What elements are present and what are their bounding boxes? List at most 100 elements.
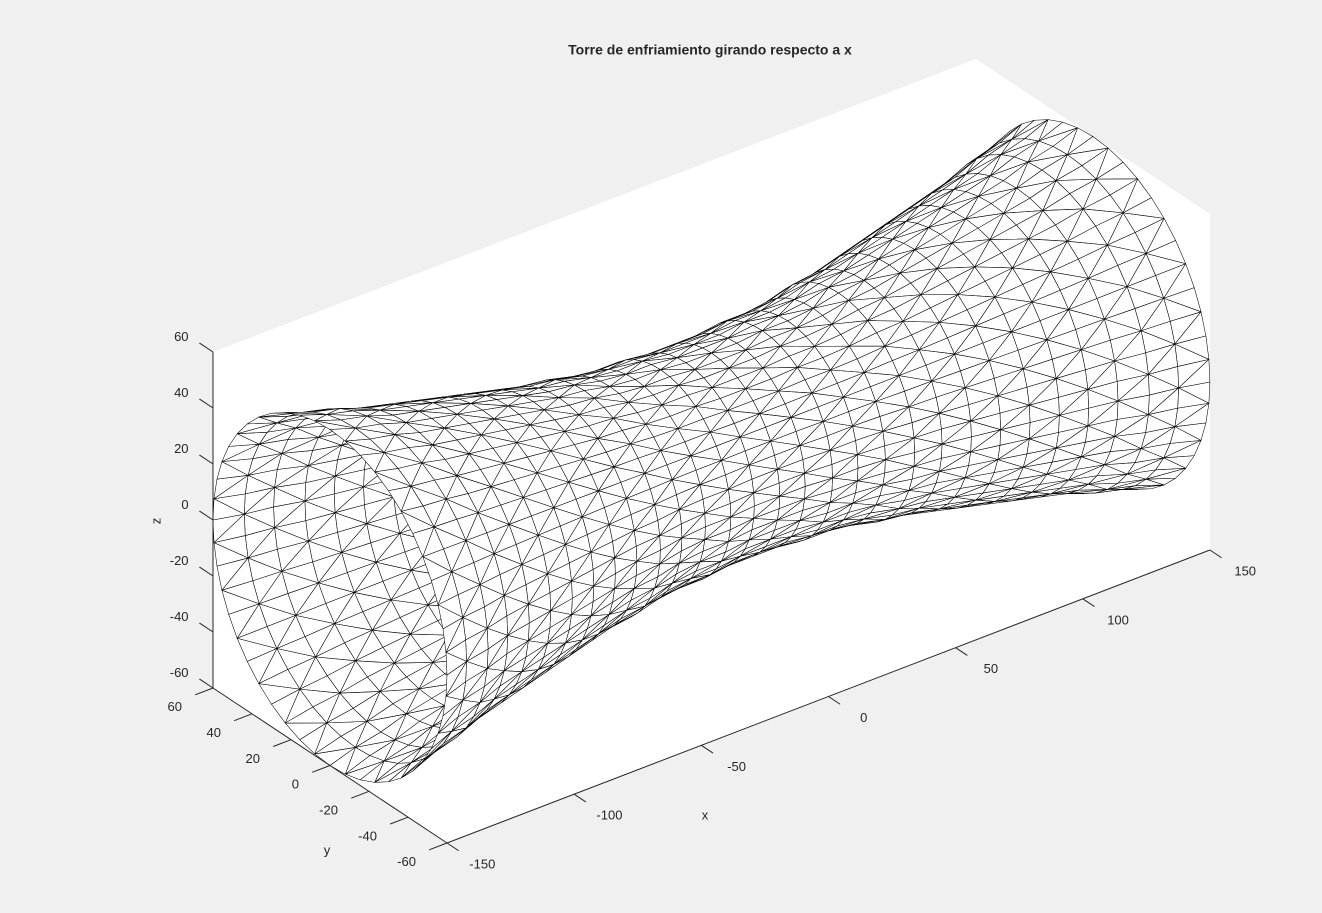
y-tick-label: 20	[245, 751, 259, 766]
mesh-face	[598, 610, 627, 635]
x-tick	[573, 793, 587, 803]
mesh-face	[863, 508, 900, 520]
mesh-face	[770, 520, 801, 540]
mesh-face	[848, 519, 886, 526]
mesh-face	[908, 471, 940, 491]
mesh-face	[918, 496, 955, 509]
mesh-face	[1050, 483, 1089, 495]
mesh-face	[590, 588, 615, 617]
x-tick	[955, 647, 968, 656]
mesh-face	[1174, 402, 1210, 427]
mesh-face	[493, 524, 517, 554]
mesh-face	[547, 614, 572, 644]
mesh-face	[988, 331, 1019, 361]
mesh-face	[613, 606, 645, 626]
mesh-face	[374, 762, 412, 783]
mesh-face	[799, 421, 828, 446]
mesh-face	[728, 464, 753, 490]
x-tick	[1082, 598, 1095, 608]
mesh-face	[537, 642, 566, 670]
mesh-face	[913, 443, 943, 467]
mesh-face	[1107, 478, 1147, 490]
y-tick-label: 60	[167, 699, 181, 714]
mesh-face	[445, 652, 467, 676]
mesh-face	[941, 420, 972, 445]
mesh-face	[466, 628, 489, 662]
mesh-face	[1046, 456, 1082, 475]
mesh-face	[671, 561, 701, 584]
mesh-face	[315, 642, 356, 661]
mesh-face	[422, 731, 452, 762]
mesh-face	[394, 648, 434, 664]
mesh-face	[759, 536, 792, 553]
x-tick-label: 0	[860, 710, 867, 725]
mesh-face	[779, 472, 806, 497]
mesh-face	[547, 544, 570, 575]
mesh-face	[1000, 404, 1031, 430]
mesh-face	[970, 429, 1001, 453]
mesh-face	[843, 504, 876, 521]
z-tick	[199, 454, 214, 465]
mesh-face	[852, 484, 884, 504]
mesh-face	[1046, 309, 1076, 341]
mesh-face	[939, 451, 971, 472]
z-tick-label: 20	[174, 441, 188, 456]
mesh-face	[778, 535, 813, 547]
mesh-face	[553, 639, 583, 665]
mesh-face	[954, 483, 990, 498]
x-tick-label: 150	[1234, 564, 1256, 579]
mesh-face	[355, 647, 395, 664]
mesh-face	[659, 509, 682, 536]
mesh-face	[582, 490, 605, 518]
mesh-face	[537, 507, 561, 536]
mesh-face	[677, 574, 711, 589]
mesh-face	[1022, 447, 1057, 468]
x-tick-label: -150	[469, 857, 495, 872]
mesh	[212, 119, 1211, 783]
mesh-face	[394, 721, 433, 741]
mesh-face	[1148, 343, 1178, 375]
z-tick	[199, 622, 214, 633]
mesh-face	[970, 395, 1001, 422]
y-axis-label: y	[324, 842, 331, 857]
x-tick	[828, 696, 841, 705]
mesh-face	[390, 587, 429, 606]
z-tick-label: 40	[174, 385, 188, 400]
mesh-face	[299, 675, 341, 694]
mesh-face	[822, 396, 849, 422]
mesh-face	[882, 466, 915, 486]
mesh-face	[884, 507, 920, 520]
mesh-face	[521, 643, 548, 672]
mesh-face	[1080, 436, 1115, 458]
mesh-face	[994, 491, 1033, 502]
mesh-face	[1087, 400, 1119, 427]
mesh-face	[550, 580, 573, 611]
mesh-face	[593, 557, 616, 587]
y-tick-label: -60	[397, 854, 416, 869]
y-tick-label: 0	[292, 777, 299, 792]
mesh-face	[939, 387, 969, 414]
mesh-face	[1114, 330, 1146, 362]
mesh-face	[608, 588, 635, 615]
mesh-face	[704, 489, 731, 514]
mesh-face	[739, 538, 771, 557]
mesh-face	[1028, 415, 1060, 440]
mesh-face	[804, 477, 833, 500]
mesh-face	[964, 360, 995, 389]
mesh-face	[451, 702, 481, 732]
mesh-face	[875, 375, 905, 402]
mesh-face	[334, 611, 373, 631]
mesh-face	[568, 633, 599, 657]
mesh-face	[445, 617, 466, 653]
mesh-face	[360, 760, 385, 783]
mesh-face	[379, 676, 420, 692]
x-tick-label: -50	[727, 759, 746, 774]
mesh-face	[1059, 389, 1089, 416]
y-tick-label: -40	[358, 828, 377, 843]
z-tick-label: 0	[181, 497, 188, 512]
mesh-face	[799, 502, 831, 521]
mesh-face	[462, 668, 488, 701]
mesh-face	[790, 521, 824, 538]
mesh-face	[1140, 297, 1171, 332]
mesh-face	[975, 488, 1012, 501]
